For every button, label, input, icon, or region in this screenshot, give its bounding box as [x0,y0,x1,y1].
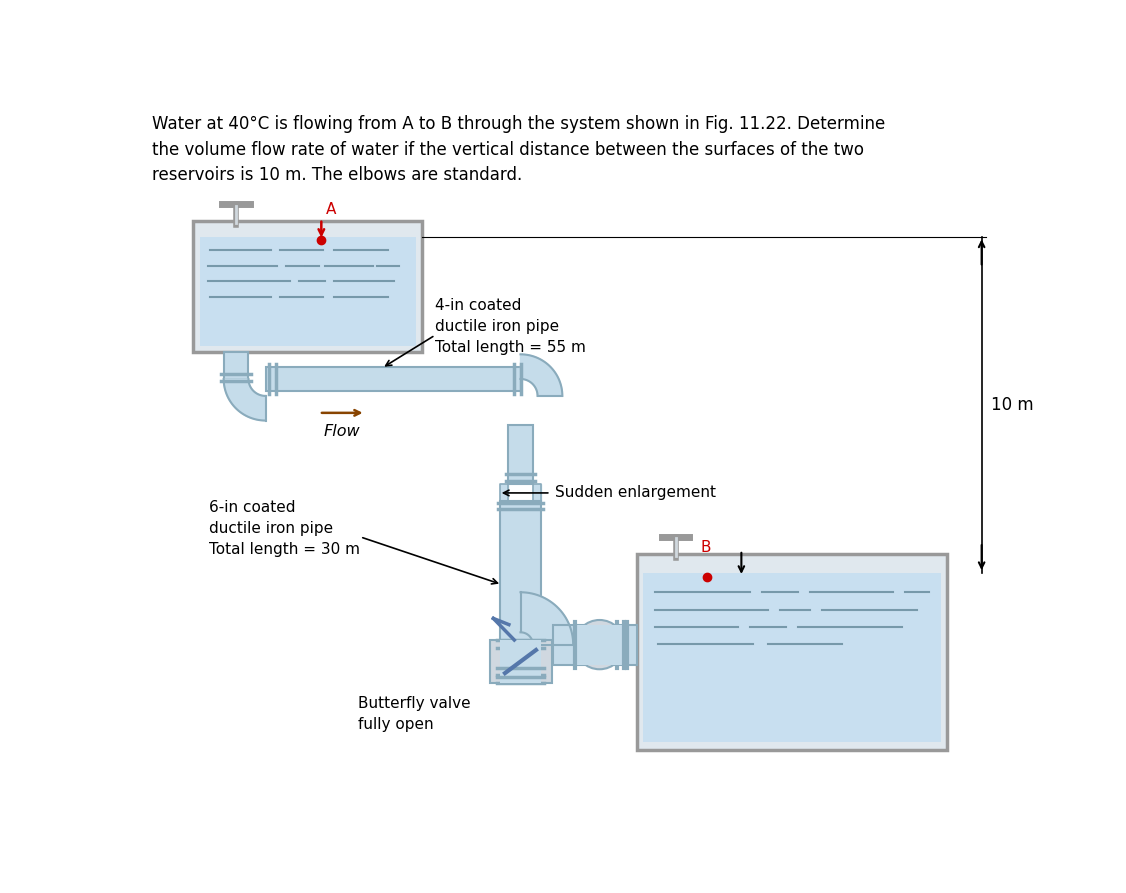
Polygon shape [533,485,540,501]
Bar [199,237,415,346]
Text: Flow: Flow [324,423,360,438]
Text: 10 m: 10 m [991,396,1034,413]
Polygon shape [520,355,562,396]
Bar [643,573,940,742]
Bar [508,425,533,485]
Bar [266,367,520,391]
Bar [194,221,422,352]
Text: Water at 40°C is flowing from A to B through the system shown in Fig. 11.22. Det: Water at 40°C is flowing from A to B thr… [152,115,886,184]
Bar [500,640,540,683]
Bar [490,640,552,683]
Text: B: B [700,540,711,555]
Text: 4-in coated
ductile iron pipe
Total length = 55 m: 4-in coated ductile iron pipe Total leng… [436,298,587,355]
Text: Butterfly valve
fully open: Butterfly valve fully open [358,697,471,732]
Polygon shape [500,485,508,501]
Text: A: A [325,203,337,217]
Bar [224,352,249,379]
Bar [500,677,540,683]
Bar [636,554,947,750]
Polygon shape [520,592,573,645]
Circle shape [574,620,624,669]
Bar [500,501,540,677]
Text: Sudden enlargement: Sudden enlargement [555,486,716,500]
Polygon shape [224,379,266,421]
Text: 6-in coated
ductile iron pipe
Total length = 30 m: 6-in coated ductile iron pipe Total leng… [209,500,360,557]
Bar [553,624,636,664]
Bar [574,624,624,664]
